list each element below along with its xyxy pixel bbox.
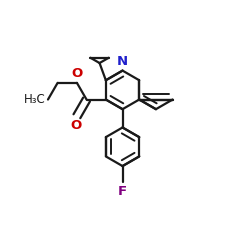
Text: O: O <box>70 119 81 132</box>
Text: H₃C: H₃C <box>24 93 46 106</box>
Text: F: F <box>118 186 127 198</box>
Text: N: N <box>117 55 128 68</box>
Text: O: O <box>71 67 83 80</box>
